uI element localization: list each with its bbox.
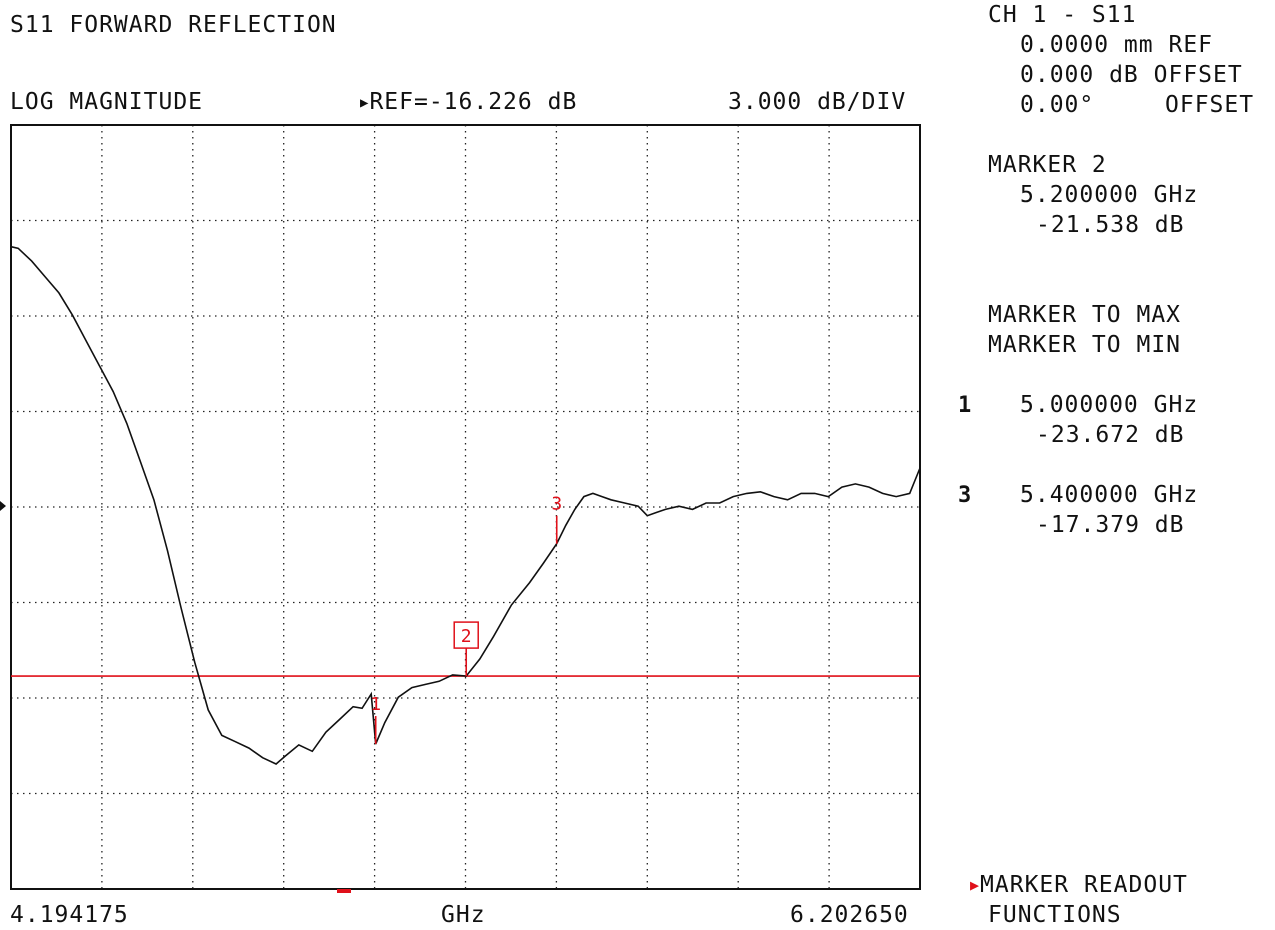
- active-marker-frequency: 5.200000 GHz: [1020, 182, 1199, 208]
- active-marker-value: -21.538 dB: [1036, 212, 1185, 238]
- marker-group: 1 2 3: [370, 494, 562, 745]
- marker-1-value: -23.672 dB: [1036, 422, 1185, 448]
- marker-1-label: 1: [370, 694, 381, 715]
- marker-1-number: 1: [958, 393, 972, 418]
- active-marker-title: MARKER 2: [988, 152, 1107, 178]
- menu-marker-to-max[interactable]: MARKER TO MAX: [988, 302, 1182, 328]
- menu-marker-readout-functions[interactable]: ▶MARKER READOUT: [970, 870, 1188, 902]
- ref-arrow-icon: ▶: [360, 95, 370, 111]
- stop-frequency: 6.202650: [790, 902, 909, 928]
- scale-readout: 3.000 dB/DIV: [728, 89, 907, 115]
- marker-3: 3: [551, 494, 562, 544]
- marker-2: 2: [453, 621, 479, 677]
- s11-plot: 1 2 3: [0, 124, 921, 893]
- marker-3-label: 3: [551, 494, 562, 515]
- marker-2-active-box: [453, 621, 479, 649]
- marker-1: 1: [370, 694, 381, 745]
- reference-plane: 0.0000 mm REF: [1020, 32, 1214, 58]
- marker-2-label: 2: [461, 626, 472, 647]
- center-tick-marker: [337, 889, 351, 893]
- ref-value: REF=-16.226 dB: [369, 89, 578, 115]
- plot-frame: [10, 124, 921, 890]
- ref-position-arrow-icon: [0, 501, 6, 511]
- frequency-unit: GHz: [441, 902, 486, 928]
- marker-3-frequency: 5.400000 GHz: [1020, 482, 1199, 508]
- marker-3-value: -17.379 dB: [1036, 512, 1185, 538]
- channel-label: CH 1 - S11: [988, 2, 1137, 28]
- readout-label-2[interactable]: FUNCTIONS: [988, 902, 1122, 928]
- magnitude-offset: 0.000 dB OFFSET: [1020, 62, 1243, 88]
- start-frequency: 4.194175: [10, 902, 129, 928]
- phase-offset-value: 0.00°: [1020, 92, 1095, 118]
- phase-offset-label: OFFSET: [1165, 92, 1255, 118]
- marker-3-number: 3: [958, 483, 972, 508]
- plot-grid: [11, 125, 920, 889]
- marker-1-frequency: 5.000000 GHz: [1020, 392, 1199, 418]
- selection-arrow-icon: ▶: [970, 876, 981, 894]
- readout-label-1: MARKER READOUT: [980, 872, 1188, 898]
- format-label: LOG MAGNITUDE: [10, 89, 204, 115]
- menu-marker-to-min[interactable]: MARKER TO MIN: [988, 332, 1182, 358]
- s11-trace: [10, 245, 921, 765]
- reference-readout: ▶REF=-16.226 dB: [360, 89, 577, 118]
- chart-title: S11 FORWARD REFLECTION: [10, 12, 337, 38]
